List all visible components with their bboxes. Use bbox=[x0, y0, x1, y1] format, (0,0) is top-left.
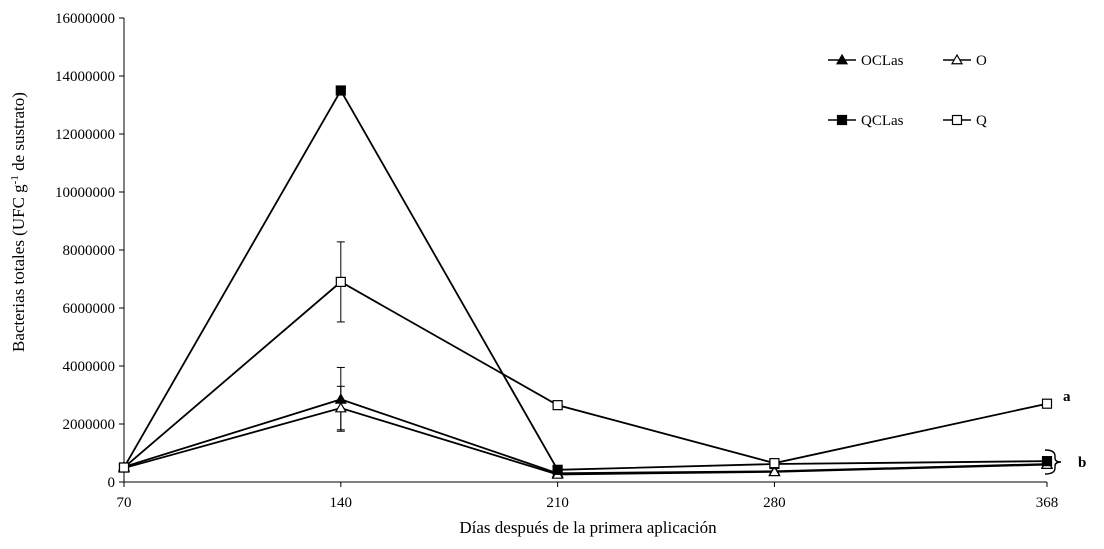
series-line-q bbox=[123, 280, 1048, 469]
series-q bbox=[118, 241, 1053, 473]
y-tick-label: 0 bbox=[108, 475, 116, 491]
x-tick-label: 140 bbox=[330, 495, 353, 511]
legend-label-oclas: OCLas bbox=[861, 53, 904, 69]
data-point-qclas bbox=[335, 85, 346, 96]
x-tick-label: 70 bbox=[117, 495, 132, 511]
x-tick-label: 368 bbox=[1036, 495, 1059, 511]
y-tick-label: 4000000 bbox=[63, 359, 116, 375]
x-axis: 70 140 210 280 368 bbox=[117, 481, 1059, 511]
y-tick-label: 14000000 bbox=[55, 69, 115, 85]
legend-marker-q bbox=[951, 114, 963, 126]
y-tick-label: 6000000 bbox=[63, 301, 116, 317]
legend-marker-o bbox=[950, 53, 964, 65]
data-point-q bbox=[552, 400, 563, 411]
y-tick-label: 10000000 bbox=[55, 185, 115, 201]
data-point-o bbox=[768, 465, 781, 477]
annotation-a: a bbox=[1063, 389, 1071, 405]
series-layer bbox=[117, 85, 1054, 479]
legend-marker-oclas bbox=[835, 53, 849, 65]
legend-marker-qclas bbox=[836, 114, 848, 126]
legend-label-qclas: QCLas bbox=[861, 113, 904, 129]
y-axis: 0 2000000 4000000 6000000 8000000 10000000 120… bbox=[55, 11, 125, 491]
series-oclas bbox=[117, 366, 1054, 478]
data-point-qclas bbox=[552, 464, 563, 475]
data-point-q bbox=[769, 458, 780, 469]
annotation-b: b bbox=[1078, 455, 1086, 471]
annotation-brace bbox=[1044, 449, 1062, 475]
data-point-q bbox=[1041, 398, 1053, 409]
y-axis-title-rest: de sustrato) bbox=[9, 92, 28, 175]
series-line-o bbox=[123, 407, 1048, 476]
y-axis-title: Bacterias totales (UFC g-1 de sustrato) bbox=[9, 92, 28, 352]
data-point-o bbox=[334, 401, 347, 413]
y-tick-label: 16000000 bbox=[55, 11, 115, 27]
legend-label-q: Q bbox=[976, 113, 987, 129]
y-axis-title-superscript: -1 bbox=[9, 175, 21, 184]
data-point-q bbox=[118, 462, 130, 473]
series-qclas bbox=[118, 85, 1053, 475]
y-tick-label: 2000000 bbox=[63, 417, 116, 433]
y-axis-title-main: Bacterias totales (UFC g bbox=[9, 184, 28, 352]
data-point-qclas bbox=[1041, 456, 1053, 467]
data-point-q bbox=[335, 276, 346, 287]
x-tick-label: 210 bbox=[546, 495, 569, 511]
x-tick-label: 280 bbox=[763, 495, 786, 511]
legend: OCLas O QCLas Q bbox=[828, 53, 987, 129]
y-tick-label: 12000000 bbox=[55, 127, 115, 143]
y-tick-label: 8000000 bbox=[63, 243, 116, 259]
annotations: a b bbox=[1044, 389, 1086, 475]
legend-label-o: O bbox=[976, 53, 987, 69]
x-axis-title: Días después de la primera aplicación bbox=[459, 518, 717, 537]
